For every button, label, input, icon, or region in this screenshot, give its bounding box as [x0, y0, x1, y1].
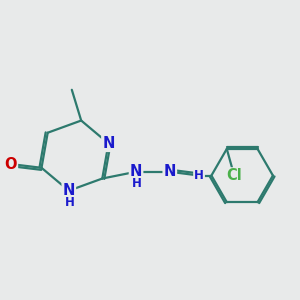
- Text: O: O: [4, 157, 17, 172]
- Text: N: N: [130, 164, 142, 179]
- Text: N: N: [164, 164, 176, 179]
- Text: N: N: [63, 183, 75, 198]
- Text: H: H: [132, 177, 142, 190]
- Text: H: H: [65, 196, 75, 209]
- Text: H: H: [194, 169, 204, 182]
- Text: Cl: Cl: [226, 168, 242, 183]
- Text: N: N: [102, 136, 115, 151]
